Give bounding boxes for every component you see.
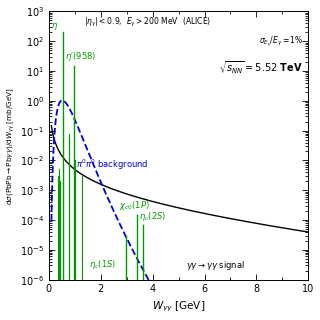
Text: $\sigma_{E_{\gamma}}/E_{\gamma}=1\%$: $\sigma_{E_{\gamma}}/E_{\gamma}=1\%$	[259, 34, 303, 49]
Text: $\eta'(958)$: $\eta'(958)$	[65, 51, 96, 63]
Text: $\gamma\gamma\rightarrow\gamma\gamma$ signal: $\gamma\gamma\rightarrow\gamma\gamma$ si…	[186, 259, 245, 272]
Text: $\pi^{0}\pi^{0}$ background: $\pi^{0}\pi^{0}$ background	[76, 158, 148, 172]
Y-axis label: d$\sigma$(PbPb$\rightarrow$Pb$\gamma\gamma$)/d$W_{\gamma\gamma}$ [mb/GeV]: d$\sigma$(PbPb$\rightarrow$Pb$\gamma\gam…	[5, 86, 17, 204]
Text: $\chi_{c0}(1P)$: $\chi_{c0}(1P)$	[119, 199, 149, 212]
Text: $\eta_{c}(2S)$: $\eta_{c}(2S)$	[139, 210, 166, 223]
Text: $\eta$: $\eta$	[51, 21, 58, 32]
Text: $|\eta_{\gamma}|<0.9$,  $E_{\gamma}>200$ MeV  (ALICE): $|\eta_{\gamma}|<0.9$, $E_{\gamma}>200$ …	[84, 15, 211, 28]
X-axis label: $W_{\gamma\gamma}$ [GeV]: $W_{\gamma\gamma}$ [GeV]	[152, 300, 205, 315]
Text: $\sqrt{s_{NN}}=5.52$ TeV: $\sqrt{s_{NN}}=5.52$ TeV	[220, 60, 303, 76]
Text: $\eta_{c}(1S)$: $\eta_{c}(1S)$	[89, 258, 116, 271]
